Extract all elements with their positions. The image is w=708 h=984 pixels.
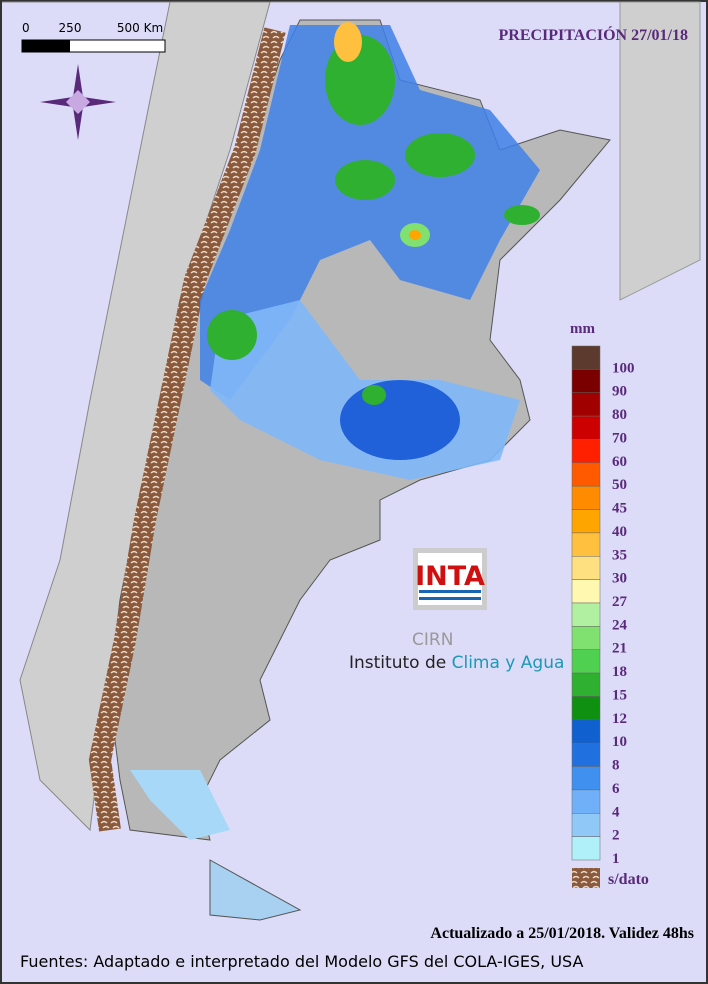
logo-institute: Instituto de Clima y Agua [349, 653, 564, 673]
legend-label: 18 [612, 664, 627, 680]
legend-label: 50 [612, 477, 627, 493]
logo-box [418, 553, 482, 605]
precipitation [130, 22, 540, 840]
tierra-del-fuego [209, 859, 302, 921]
scale-label: 0 [22, 21, 30, 35]
logo-stripe [419, 597, 481, 600]
institute-highlight: Clima y Agua [452, 653, 565, 673]
legend-swatch [571, 742, 601, 767]
legend-swatch [571, 369, 601, 393]
legend-label: 90 [612, 384, 627, 400]
compass [40, 64, 116, 140]
logo-brand: INTA [415, 561, 485, 592]
legend-swatch [571, 649, 601, 674]
legend-swatch [571, 485, 601, 510]
sources: Fuentes: Adaptado e interpretado del Mod… [20, 952, 583, 971]
legend-swatch [571, 696, 601, 721]
legend-label: 6 [612, 781, 620, 797]
legend-label: 40 [612, 524, 627, 540]
legend-label: 80 [612, 407, 627, 423]
no-data-strip [88, 27, 286, 832]
logo-stripe [419, 590, 481, 593]
legend-label: 12 [612, 711, 627, 727]
legend-label: 2 [612, 828, 620, 844]
updated: Actualizado a 25/01/2018. Validez 48hs [430, 925, 694, 942]
legend-swatch [571, 415, 601, 440]
scale-bar-segment [22, 40, 70, 52]
neighbour-land [2, 1, 701, 301]
legend-unit: mm [570, 321, 595, 337]
legend-label: 35 [612, 547, 627, 563]
legend-label: 21 [612, 641, 627, 657]
legend-swatch [571, 789, 601, 814]
legend-swatch [571, 626, 601, 650]
legend-swatch [571, 532, 601, 557]
legend-swatch [571, 462, 601, 487]
legend-swatch [571, 719, 601, 744]
legend-no-data-swatch [572, 868, 600, 888]
legend-swatch [571, 579, 601, 604]
legend-label: 10 [612, 734, 627, 750]
legend-swatch [571, 439, 601, 464]
legend-label: 30 [612, 571, 627, 587]
legend-swatch [571, 813, 601, 837]
legend-swatch [571, 509, 601, 534]
legend-label: 4 [612, 804, 620, 820]
legend-swatch [571, 836, 601, 861]
legend-label: 100 [612, 360, 635, 376]
legend-label: 60 [612, 454, 627, 470]
legend-swatch [571, 345, 601, 370]
legend-label: 27 [612, 594, 628, 610]
title: PRECIPITACIÓN 27/01/18 [499, 25, 689, 44]
legend-label: 1 [612, 851, 620, 867]
legend-label: 70 [612, 430, 627, 446]
legend-label: 45 [612, 501, 627, 517]
legend-no-data: s/dato [608, 871, 649, 888]
legend-label: 8 [612, 758, 620, 774]
legend-label: 15 [612, 687, 627, 703]
legend-swatch [571, 556, 601, 580]
scale-label: 500 Km [117, 21, 163, 35]
legend-swatch [571, 602, 601, 627]
legend-swatch [571, 672, 601, 697]
scale-label: 250 [59, 21, 82, 35]
legend-swatch [571, 766, 601, 791]
legend-swatch [571, 392, 601, 417]
logo-acronym: CIRN [412, 630, 453, 650]
legend-label: 24 [612, 617, 628, 633]
institute: Instituto de [349, 653, 446, 673]
